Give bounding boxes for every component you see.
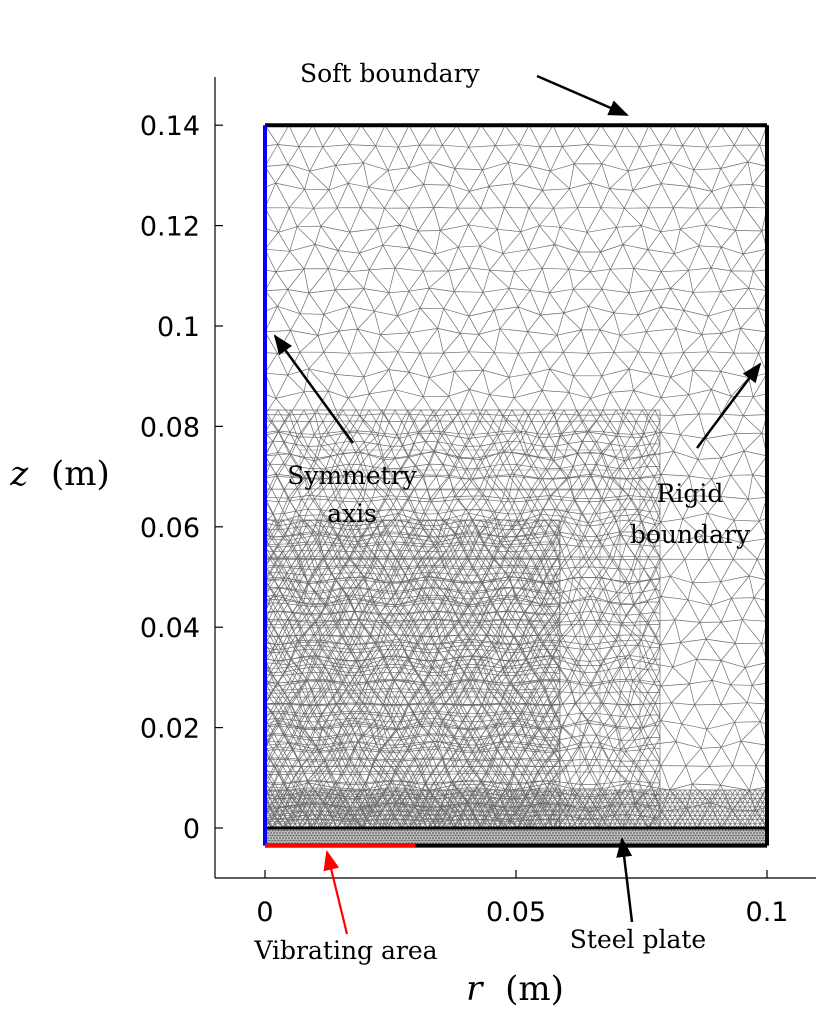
y-tick-label: 0.1: [157, 312, 200, 343]
x-tick-label: 0: [256, 897, 273, 928]
y-axis-var: z: [9, 454, 29, 494]
mesh-layer: [264, 124, 768, 846]
x-axis-var: r: [466, 969, 484, 1009]
annotation-symmetry-label-2: axis: [327, 499, 377, 528]
y-ticks: 0 0.02 0.04 0.06 0.08 0.1 0.12 0.14: [140, 111, 223, 845]
annotation-soft-label: Soft boundary: [300, 59, 481, 88]
boundary-layer: [263, 123, 769, 848]
y-tick-label: 0.02: [140, 714, 200, 745]
mesh-refine-contour: [319, 469, 621, 816]
mesh-refine-contour: [299, 449, 641, 821]
y-tick-label: 0.14: [140, 111, 200, 142]
svg-text:z (m): z (m): [9, 454, 110, 494]
annotation-steel-plate: Steel plate: [570, 837, 706, 954]
annotation-rigid-label-1: Rigid: [657, 479, 724, 508]
annotation-symmetry-axis: Symmetry axis: [273, 334, 418, 528]
annotation-steel-label: Steel plate: [570, 925, 706, 954]
mesh-refine-contour: [339, 489, 601, 811]
annotation-vibrating-arrow: [323, 850, 349, 935]
y-axis-label: z (m): [9, 454, 110, 494]
y-tick-label: 0.12: [140, 212, 200, 243]
annotation-rigid-label-2: boundary: [630, 520, 751, 549]
y-tick-label: 0.04: [140, 613, 200, 644]
annotation-rigid-boundary: Rigid boundary: [630, 362, 762, 549]
annotation-soft-boundary: Soft boundary: [300, 59, 629, 117]
svg-text:r (m): r (m): [466, 969, 564, 1009]
x-axis-unit: (m): [505, 969, 564, 1009]
y-tick-label: 0.06: [140, 513, 200, 544]
x-tick-label: 0.1: [746, 897, 789, 928]
annotation-soft-arrow: [536, 74, 629, 117]
mesh-steel-plate: [264, 827, 768, 846]
annotation-symmetry-label-1: Symmetry: [287, 461, 417, 490]
mesh-refine-contour: [359, 509, 581, 806]
annotation-symmetry-arrow: [273, 334, 355, 444]
x-ticks: 0 0.05 0.1: [256, 870, 788, 928]
x-axis-label: r (m): [466, 969, 564, 1009]
x-tick-label: 0.05: [486, 897, 546, 928]
y-axis-unit: (m): [51, 454, 110, 494]
annotation-vibrating-label: Vibrating area: [253, 936, 437, 965]
y-tick-label: 0.08: [140, 412, 200, 443]
annotation-steel-arrow: [616, 837, 634, 923]
annotation-rigid-arrow: [696, 362, 762, 449]
y-tick-label: 0: [183, 814, 200, 845]
annotation-vibrating-area: Vibrating area: [253, 850, 438, 965]
